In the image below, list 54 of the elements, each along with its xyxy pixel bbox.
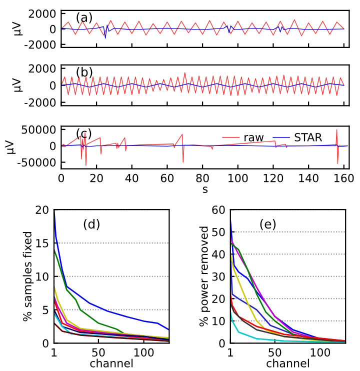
y-tick-label: 50000 bbox=[22, 125, 56, 134]
y-axis-title: % power removed bbox=[199, 226, 210, 326]
text: (d) bbox=[84, 218, 100, 230]
y-tick-label: 2000 bbox=[28, 64, 56, 73]
x-tick-label: 1 bbox=[52, 348, 57, 356]
x-tick-label: 80 bbox=[196, 174, 209, 182]
x-axis-title: channel bbox=[266, 358, 309, 368]
y-axis-title: μV bbox=[12, 78, 23, 92]
x-axis-title: s bbox=[202, 186, 208, 194]
chart-title: (b) bbox=[76, 66, 92, 78]
x-tick-label: 20 bbox=[90, 174, 103, 182]
y-tick-label: 0 bbox=[42, 339, 48, 348]
legend-label: STAR bbox=[294, 133, 322, 142]
y-tick-label: 30 bbox=[212, 272, 225, 281]
y-tick-label: 60 bbox=[212, 206, 225, 214]
x-tick-label: 140 bbox=[299, 174, 318, 182]
y-axis-title: % samples fixed bbox=[22, 232, 34, 322]
x-tick-label: 100 bbox=[228, 174, 248, 182]
y-tick-label: 0 bbox=[219, 339, 225, 348]
x-tick-label: 50 bbox=[92, 348, 105, 357]
y-tick-label: 50 bbox=[212, 228, 225, 236]
y-tick-label: -2000 bbox=[24, 40, 56, 49]
y-axis-title: μV bbox=[5, 140, 16, 154]
x-tick-label: 120 bbox=[264, 174, 284, 182]
x-tick-label: 0 bbox=[58, 174, 64, 182]
line-series bbox=[61, 24, 344, 39]
y-tick-label: -50000 bbox=[18, 158, 56, 167]
y-tick-label: 20 bbox=[36, 206, 48, 214]
x-tick-label: 160 bbox=[334, 174, 354, 182]
y-tick-label: 15 bbox=[36, 239, 48, 248]
x-tick-label: 50 bbox=[268, 348, 282, 357]
y-tick-label: 10 bbox=[36, 272, 48, 281]
y-tick-label: -2000 bbox=[24, 98, 56, 107]
x-tick-label: 100 bbox=[134, 348, 154, 357]
line-series bbox=[54, 286, 170, 339]
chart-title: (a) bbox=[76, 12, 92, 24]
x-tick-label: 100 bbox=[310, 348, 330, 357]
chart-title: (c) bbox=[76, 128, 92, 140]
legend-label: raw bbox=[244, 135, 264, 142]
y-tick-label: 10 bbox=[212, 316, 225, 326]
x-tick-label: 1 bbox=[228, 348, 233, 356]
x-tick-label: 60 bbox=[160, 174, 174, 182]
y-tick-label: 5 bbox=[42, 306, 48, 314]
y-tick-label: 20 bbox=[212, 294, 225, 304]
y-tick-label: 2000 bbox=[28, 9, 56, 18]
y-axis-title: μV bbox=[12, 22, 23, 36]
y-tick-label: 0 bbox=[50, 142, 56, 150]
text: (e) bbox=[260, 218, 276, 230]
x-axis-title: channel bbox=[90, 358, 133, 368]
y-tick-label: 0 bbox=[50, 24, 56, 34]
x-tick-label: 40 bbox=[125, 174, 138, 182]
y-tick-label: 40 bbox=[212, 250, 225, 259]
y-tick-label: 0 bbox=[50, 81, 56, 90]
line-series bbox=[61, 129, 348, 166]
